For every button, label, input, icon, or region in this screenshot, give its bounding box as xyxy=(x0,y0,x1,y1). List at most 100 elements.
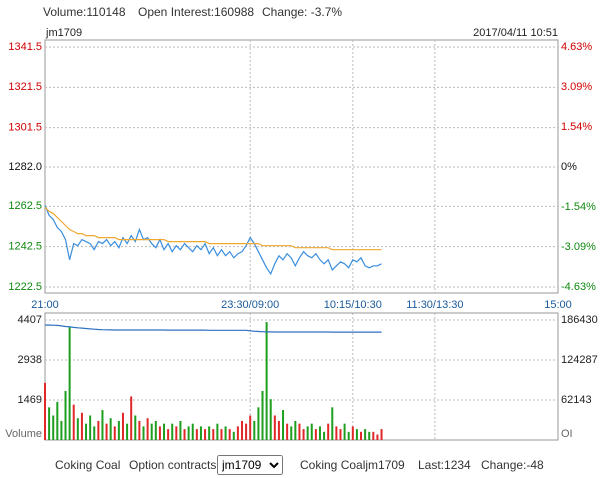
volume-bar xyxy=(208,426,211,440)
quote-name: Coking Coaljm1709 xyxy=(300,458,405,472)
header-change: Change: -3.7% xyxy=(262,5,343,19)
contract-select[interactable]: jm1709 xyxy=(217,455,283,475)
volume-bar xyxy=(121,412,124,440)
volume-bar xyxy=(44,382,46,440)
volume-bar xyxy=(335,426,338,440)
plot-frame xyxy=(44,312,559,441)
volume-bar xyxy=(376,434,379,440)
volume-bar xyxy=(64,390,67,440)
y2-axis-label: OI xyxy=(561,428,573,440)
volume-bar xyxy=(150,423,153,440)
volume-bar xyxy=(355,429,358,440)
volume-bar xyxy=(224,426,227,440)
volume-bar xyxy=(220,429,223,440)
volume-bar xyxy=(282,410,285,440)
volume-bar xyxy=(294,420,297,440)
product-name: Coking Coal xyxy=(55,458,121,472)
volume-bar xyxy=(85,423,88,440)
volume-bar xyxy=(171,423,174,440)
y-tick-label: 1282.0 xyxy=(8,161,42,173)
volume-bar xyxy=(60,420,63,440)
volume-bar xyxy=(56,401,59,440)
y-tick-label: 1222.5 xyxy=(8,281,42,293)
volume-bar xyxy=(158,426,161,440)
volume-bar xyxy=(327,423,330,440)
option-label: Option contracts xyxy=(129,458,217,472)
volume-bar xyxy=(126,423,129,440)
volume-bar xyxy=(72,404,75,440)
header-volume: Volume:110148 xyxy=(43,5,126,19)
volume-bar xyxy=(68,326,71,440)
volume-bar xyxy=(290,426,293,440)
volume-bar xyxy=(331,407,334,440)
volume-bar xyxy=(323,431,326,440)
volume-bar xyxy=(187,426,190,440)
x-tick-label: 15:00 xyxy=(544,299,572,311)
chart-title: jm1709 xyxy=(45,27,82,39)
volume-bar xyxy=(134,415,137,440)
volume-bar xyxy=(265,322,268,440)
y2-tick-label: 186430 xyxy=(561,314,598,326)
volume-bar xyxy=(240,420,243,440)
volume-bar xyxy=(146,418,149,440)
y2-tick-label: -4.63% xyxy=(561,281,596,293)
y-tick-label: 1469 xyxy=(18,394,42,406)
volume-bar xyxy=(277,420,280,440)
volume-bar xyxy=(310,423,313,440)
volume-bar xyxy=(138,420,141,440)
volume-bar xyxy=(228,429,231,440)
volume-bar xyxy=(93,426,96,440)
volume-bar xyxy=(236,426,239,440)
volume-bar xyxy=(179,420,182,440)
volume-bar xyxy=(245,423,248,440)
volume-bar xyxy=(163,423,166,440)
volume-bar xyxy=(232,431,235,440)
volume-bar xyxy=(183,429,186,440)
x-tick-label: 11:30/13:30 xyxy=(406,299,463,311)
volume-bar xyxy=(339,429,342,440)
volume-bar xyxy=(101,410,104,440)
volume-bar xyxy=(113,426,116,440)
volume-bar xyxy=(273,415,276,440)
chart-date: 2017/04/11 10:51 xyxy=(473,27,558,39)
volume-bar xyxy=(142,426,145,440)
volume-bar xyxy=(105,423,108,440)
y2-tick-label: 0% xyxy=(561,161,577,173)
y-tick-label: 2938 xyxy=(18,354,42,366)
volume-bar xyxy=(195,429,198,440)
volume-bar xyxy=(154,420,157,440)
volume-bar xyxy=(212,429,215,440)
price-change: Change:-48 xyxy=(481,458,544,472)
volume-bar xyxy=(372,431,375,440)
series-line xyxy=(44,205,382,276)
volume-bar xyxy=(314,429,317,440)
y-tick-label: 1262.5 xyxy=(8,200,42,212)
x-tick-label: 23:30/09:00 xyxy=(221,299,279,311)
series-line xyxy=(44,324,382,333)
y-tick-label: 1321.5 xyxy=(8,81,42,93)
y-tick-label: 1301.5 xyxy=(8,122,42,134)
volume-bar xyxy=(204,429,207,440)
volume-bar xyxy=(48,407,51,440)
y2-tick-label: -3.09% xyxy=(561,241,596,253)
volume-bar xyxy=(351,426,354,440)
y2-tick-label: 3.09% xyxy=(561,81,592,93)
last-price: Last:1234 xyxy=(418,458,471,472)
volume-bar xyxy=(343,423,346,440)
volume-bar xyxy=(298,423,301,440)
y2-tick-label: 1.54% xyxy=(561,121,592,133)
y2-tick-label: 4.63% xyxy=(561,41,592,53)
volume-bar xyxy=(306,426,309,440)
y2-tick-label: 62143 xyxy=(561,394,592,406)
volume-bar xyxy=(368,431,371,440)
volume-bar xyxy=(175,426,178,440)
volume-bar xyxy=(199,426,202,440)
volume-bar xyxy=(76,418,79,440)
y2-tick-label: 124287 xyxy=(561,354,598,366)
volume-bar xyxy=(318,426,321,440)
volume-bar xyxy=(302,429,305,440)
volume-bar xyxy=(249,415,252,440)
volume-bar xyxy=(269,399,272,440)
